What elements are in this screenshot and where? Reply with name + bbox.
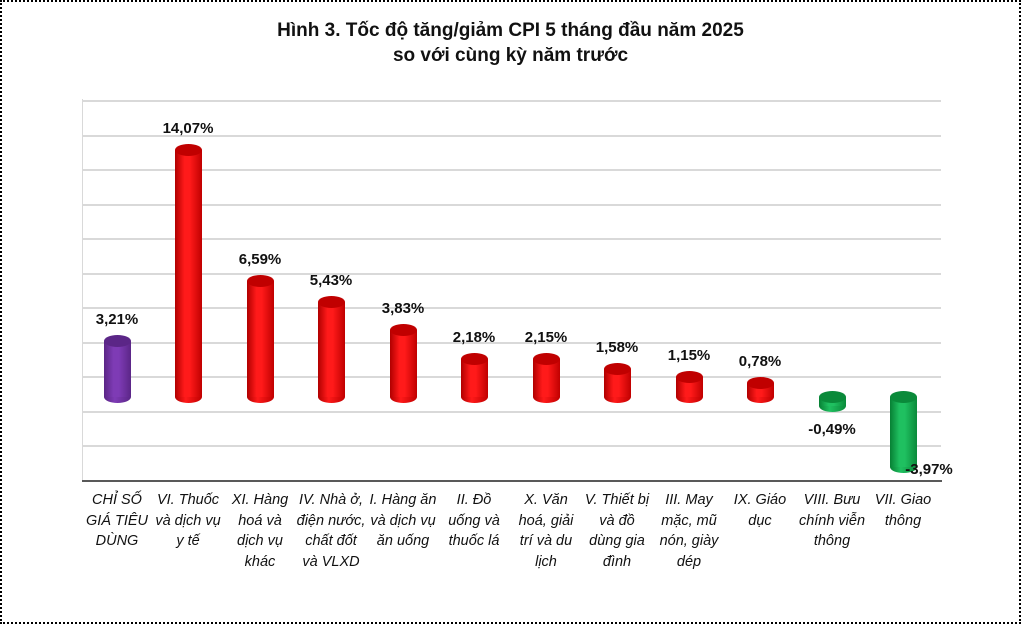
bar-7 — [533, 353, 560, 403]
gridline — [83, 169, 941, 171]
bar-body — [390, 329, 417, 397]
category-label: XI. Hàng hoá và dịch vụ khác — [231, 492, 289, 570]
bar-body — [318, 301, 345, 397]
data-label: 3,83% — [381, 299, 425, 317]
data-label: -3,97% — [905, 460, 953, 478]
bar-cap — [676, 370, 703, 383]
bar-body — [533, 359, 560, 397]
bar-cap — [390, 323, 417, 336]
category-label: IX. Giáo dục — [733, 492, 787, 529]
category-label: IV. Nhà ở, điện nước, chất đốt và VLXD — [296, 492, 366, 570]
data-label: 5,43% — [309, 271, 353, 289]
data-label: 3,21% — [95, 310, 139, 328]
bar-cap — [604, 363, 631, 376]
bar-8 — [604, 363, 631, 403]
category-label: X. Văn hoá, giải trí và du lịch — [518, 492, 574, 570]
chart-title-line2: so với cùng kỳ năm trước — [392, 45, 629, 66]
gridline — [83, 100, 941, 102]
gridline — [83, 376, 941, 378]
data-label: 1,58% — [595, 339, 639, 357]
bar-cap — [461, 352, 488, 365]
category-label: II. Đồ uống và thuốc lá — [448, 492, 500, 549]
category-label: I. Hàng ăn và dịch vụ ăn uống — [369, 492, 437, 549]
bar-cap — [747, 377, 774, 390]
plot-area — [82, 99, 941, 481]
category-label: VII. Giao thông — [874, 492, 932, 529]
gridline — [83, 411, 941, 413]
data-label: 14,07% — [162, 120, 214, 138]
bar-5 — [390, 323, 417, 403]
data-label: 0,78% — [738, 353, 782, 371]
gridline — [83, 238, 941, 240]
bar-cap — [175, 144, 202, 157]
bar-1 — [104, 334, 131, 403]
gridline — [83, 273, 941, 275]
bar-2 — [175, 144, 202, 403]
bar-body — [104, 340, 131, 397]
gridline — [83, 204, 941, 206]
category-label: CHỈ SỐ GIÁ TIÊU DÙNG — [85, 492, 149, 549]
bar-10 — [747, 377, 774, 403]
category-label: V. Thiết bị và đồ dùng gia đình — [584, 492, 650, 570]
bar-body — [247, 281, 274, 397]
bar-cap — [247, 275, 274, 288]
bar-9 — [676, 370, 703, 403]
data-label: 6,59% — [238, 251, 282, 269]
gridline — [83, 445, 941, 447]
bar-cap — [890, 391, 917, 403]
gridline — [83, 307, 941, 309]
chart-title-line1: Hình 3. Tốc độ tăng/giảm CPI 5 tháng đầu… — [277, 20, 744, 41]
data-label: -0,49% — [808, 420, 856, 438]
gridline — [83, 342, 941, 344]
bar-body — [890, 397, 917, 467]
bar-3 — [247, 275, 274, 403]
bar-body — [461, 358, 488, 397]
data-label: 2,18% — [452, 328, 496, 346]
bar-6 — [461, 352, 488, 403]
bar-cap — [104, 334, 131, 347]
category-label: III. May mặc, mũ nón, giày dép — [659, 492, 719, 570]
data-label: 2,15% — [524, 329, 568, 347]
bar-4 — [318, 295, 345, 403]
category-label: VI. Thuốc và dịch vụ y tế — [155, 492, 221, 549]
bar-body — [175, 150, 202, 397]
bar-cap — [318, 295, 345, 308]
bar-cap — [533, 353, 560, 366]
category-label: VIII. Bưu chính viễn thông — [798, 492, 866, 549]
bar-cap — [819, 391, 846, 403]
bar-11 — [819, 391, 846, 412]
x-axis-line — [82, 480, 942, 482]
gridline — [83, 135, 941, 137]
bar-12 — [890, 391, 917, 473]
data-label: 1,15% — [667, 346, 711, 364]
chart-title: Hình 3. Tốc độ tăng/giảm CPI 5 tháng đầu… — [0, 18, 1021, 68]
